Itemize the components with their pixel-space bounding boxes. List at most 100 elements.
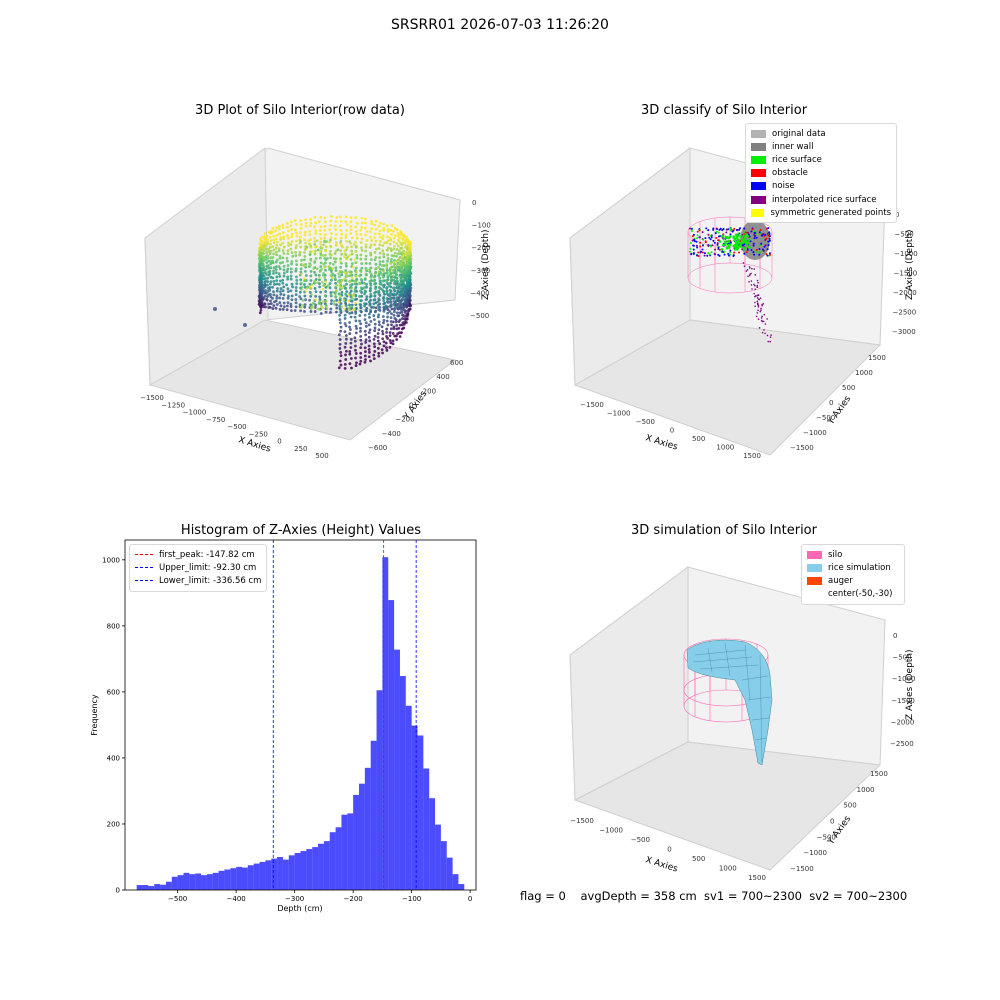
panel1-point [338, 318, 342, 321]
panel2-ytick: 500 [842, 384, 855, 392]
panel1-point [381, 275, 385, 279]
panel1-point [368, 295, 372, 299]
panel1-point [348, 280, 352, 283]
panel1-point [349, 272, 353, 275]
panel1-point [338, 338, 342, 341]
panel2-point [753, 268, 755, 270]
panel1-point [344, 236, 348, 239]
panel1-point [309, 238, 312, 241]
panel1-point [313, 302, 316, 306]
panel1-point [303, 233, 307, 237]
histogram-bar [171, 876, 178, 890]
panel2-point [754, 301, 756, 304]
panel1-point [314, 294, 318, 298]
panel1-point [380, 325, 384, 329]
legend-entry: rice surface [751, 153, 891, 166]
panel1-point [382, 285, 386, 289]
panel1-point [390, 312, 393, 316]
panel2-point [729, 227, 732, 230]
panel1-point [363, 302, 367, 306]
panel2-point [748, 266, 751, 268]
panel1-point [381, 351, 384, 355]
panel1-point [319, 237, 323, 240]
panel2-point [733, 248, 737, 251]
panel2-point [725, 231, 728, 234]
legend-label: rice simulation [828, 562, 891, 573]
histogram-bar [364, 767, 371, 890]
panel1-point [301, 285, 304, 289]
panel1-point [370, 227, 374, 231]
panel2-point [740, 238, 744, 242]
panel1-point [359, 278, 363, 281]
panel1-point [381, 249, 385, 253]
panel4-xtick: 1000 [719, 865, 737, 873]
panel4-xtick: −500 [631, 836, 650, 844]
panel2-point [698, 236, 701, 239]
panel2-point [750, 249, 753, 252]
panel2-point [689, 227, 692, 230]
panel1-point [281, 261, 285, 264]
panel2-point [717, 246, 720, 249]
panel1-point [264, 267, 268, 271]
panel1-point [382, 302, 386, 306]
panel1-point [386, 235, 389, 239]
panel1-point [350, 311, 354, 315]
panel1-point [262, 297, 265, 301]
panel1-point [282, 274, 286, 278]
panel1-point [370, 305, 373, 309]
panel1-point [404, 252, 408, 256]
panel1-point [358, 282, 362, 286]
panel2-point [708, 253, 711, 256]
panel1-point [329, 238, 332, 242]
panel1-point [377, 292, 381, 296]
panel1-point [374, 227, 378, 231]
panel1-point [373, 282, 376, 286]
panel1-point [385, 279, 389, 282]
panel1-point [354, 266, 358, 270]
panel1-point [303, 238, 306, 242]
panel1-point [405, 312, 409, 316]
panel1-point [405, 255, 409, 258]
panel2-point [736, 228, 739, 231]
panel1-point [310, 283, 314, 286]
panel1-point [388, 331, 392, 334]
panel1-point [397, 258, 401, 261]
panel4-ytick: 1000 [857, 786, 875, 794]
panel1-point [309, 269, 313, 273]
panel1-point [401, 289, 405, 293]
panel1-point [299, 231, 302, 235]
panel1-point [264, 272, 268, 276]
panel1-point [272, 269, 275, 273]
panel1-point [373, 350, 377, 353]
panel1-zlabel: Z Axies (Depth) [481, 229, 491, 300]
panel1-point [355, 327, 358, 330]
panel1-point [278, 254, 282, 258]
panel1-xtick: 0 [277, 438, 281, 446]
histogram-ytick: 600 [107, 688, 120, 696]
panel1-point [336, 248, 340, 251]
panel1-point [335, 243, 338, 247]
legend-entry: auger [807, 574, 899, 587]
panel1-point [310, 306, 313, 309]
legend-label: inner wall [772, 141, 814, 152]
panel1-point [275, 279, 279, 283]
panel1-point [385, 266, 389, 270]
panel2-ztick: −1000 [894, 250, 918, 258]
panel1-point [266, 295, 269, 298]
histogram-bar [376, 690, 383, 890]
panel1-point [330, 276, 334, 280]
panel1-point [328, 261, 332, 265]
panel1-point [360, 221, 364, 225]
panel1-point [299, 305, 303, 309]
panel2-point [717, 239, 720, 242]
panel1-point [345, 264, 348, 268]
panel1-point [388, 338, 392, 342]
panel2-point [741, 248, 744, 251]
panel4-ztick: 0 [893, 632, 897, 640]
panel1-point [369, 272, 373, 276]
panel2-point [709, 238, 712, 241]
panel1-point [363, 286, 366, 289]
histogram-bar [212, 872, 219, 890]
panel2-point [696, 237, 699, 240]
histogram-bar [224, 869, 231, 890]
